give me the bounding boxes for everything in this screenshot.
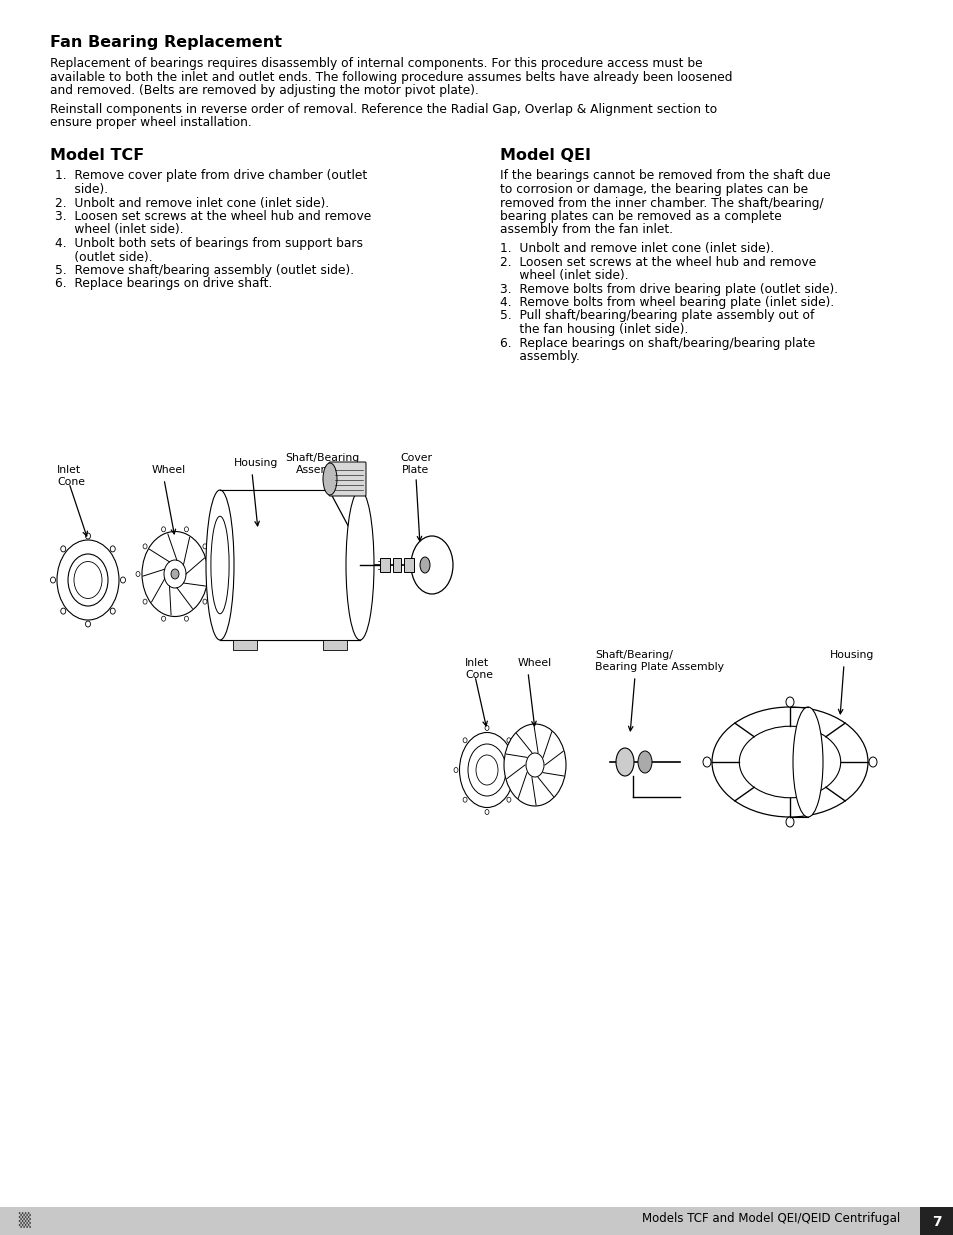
Text: Fan Bearing Replacement: Fan Bearing Replacement — [50, 35, 282, 49]
Text: 7: 7 — [931, 1215, 941, 1229]
Ellipse shape — [503, 724, 565, 806]
Ellipse shape — [111, 608, 115, 614]
Text: Model QEI: Model QEI — [499, 147, 590, 163]
Ellipse shape — [51, 577, 55, 583]
Text: available to both the inlet and outlet ends. The following procedure assumes bel: available to both the inlet and outlet e… — [50, 70, 732, 84]
Text: Cover
Plate: Cover Plate — [399, 453, 432, 474]
Ellipse shape — [506, 798, 511, 803]
Text: Model TCF: Model TCF — [50, 147, 144, 163]
Text: 3.  Loosen set screws at the wheel hub and remove: 3. Loosen set screws at the wheel hub an… — [55, 210, 371, 224]
Bar — [379, 558, 390, 572]
Bar — [403, 558, 414, 572]
Ellipse shape — [203, 543, 207, 548]
Ellipse shape — [203, 599, 207, 604]
Ellipse shape — [411, 536, 453, 594]
Ellipse shape — [454, 767, 457, 773]
Text: to corrosion or damage, the bearing plates can be: to corrosion or damage, the bearing plat… — [499, 183, 807, 196]
Text: assembly from the fan inlet.: assembly from the fan inlet. — [499, 224, 673, 236]
Text: removed from the inner chamber. The shaft/bearing/: removed from the inner chamber. The shaf… — [499, 196, 822, 210]
Ellipse shape — [638, 751, 651, 773]
Text: wheel (inlet side).: wheel (inlet side). — [499, 269, 628, 282]
Ellipse shape — [346, 490, 374, 640]
Ellipse shape — [739, 726, 840, 798]
Ellipse shape — [171, 569, 179, 579]
Ellipse shape — [323, 463, 336, 495]
Ellipse shape — [702, 757, 710, 767]
Ellipse shape — [61, 608, 66, 614]
Ellipse shape — [143, 543, 147, 548]
Ellipse shape — [785, 818, 793, 827]
FancyBboxPatch shape — [329, 462, 366, 496]
Text: Reinstall components in reverse order of removal. Reference the Radial Gap, Over: Reinstall components in reverse order of… — [50, 103, 717, 116]
Text: (outlet side).: (outlet side). — [55, 251, 152, 263]
Text: Shaft/Bearing
Assembly: Shaft/Bearing Assembly — [285, 453, 358, 474]
Text: 5.  Pull shaft/bearing/bearing plate assembly out of: 5. Pull shaft/bearing/bearing plate asse… — [499, 310, 814, 322]
Ellipse shape — [516, 767, 519, 773]
Ellipse shape — [616, 748, 634, 776]
Text: assembly.: assembly. — [499, 350, 579, 363]
FancyBboxPatch shape — [919, 1207, 953, 1235]
Text: 2.  Unbolt and remove inlet cone (inlet side).: 2. Unbolt and remove inlet cone (inlet s… — [55, 196, 329, 210]
Ellipse shape — [184, 616, 189, 621]
Ellipse shape — [142, 531, 208, 616]
Ellipse shape — [211, 516, 229, 614]
Text: the fan housing (inlet side).: the fan housing (inlet side). — [499, 324, 688, 336]
Text: 2.  Loosen set screws at the wheel hub and remove: 2. Loosen set screws at the wheel hub an… — [499, 256, 816, 268]
Ellipse shape — [184, 527, 189, 532]
Text: wheel (inlet side).: wheel (inlet side). — [55, 224, 183, 236]
Text: Models TCF and Model QEI/QEID Centrifugal: Models TCF and Model QEI/QEID Centrifuga… — [641, 1212, 899, 1225]
Ellipse shape — [868, 757, 876, 767]
Text: ensure proper wheel installation.: ensure proper wheel installation. — [50, 116, 252, 128]
Ellipse shape — [419, 557, 430, 573]
Bar — [220, 490, 359, 640]
Text: Housing: Housing — [829, 650, 874, 659]
Ellipse shape — [210, 572, 213, 577]
Ellipse shape — [143, 599, 147, 604]
Bar — [393, 558, 400, 572]
Text: 1.  Unbolt and remove inlet cone (inlet side).: 1. Unbolt and remove inlet cone (inlet s… — [499, 242, 774, 254]
Ellipse shape — [86, 621, 91, 627]
Text: If the bearings cannot be removed from the shaft due: If the bearings cannot be removed from t… — [499, 169, 830, 183]
Ellipse shape — [484, 725, 489, 730]
Ellipse shape — [506, 737, 511, 742]
Text: side).: side). — [55, 183, 108, 196]
Ellipse shape — [120, 577, 126, 583]
Ellipse shape — [161, 527, 166, 532]
Text: 6.  Replace bearings on shaft/bearing/bearing plate: 6. Replace bearings on shaft/bearing/bea… — [499, 336, 815, 350]
Text: Replacement of bearings requires disassembly of internal components. For this pr: Replacement of bearings requires disasse… — [50, 57, 702, 70]
Ellipse shape — [785, 697, 793, 706]
Ellipse shape — [525, 753, 543, 777]
Ellipse shape — [61, 546, 66, 552]
Ellipse shape — [136, 572, 140, 577]
Bar — [0, 1207, 953, 1235]
Text: Inlet
Cone: Inlet Cone — [464, 658, 493, 679]
Text: 4.  Remove bolts from wheel bearing plate (inlet side).: 4. Remove bolts from wheel bearing plate… — [499, 296, 833, 309]
Ellipse shape — [462, 798, 467, 803]
Text: bearing plates can be removed as a complete: bearing plates can be removed as a compl… — [499, 210, 781, 224]
Text: 5.  Remove shaft/bearing assembly (outlet side).: 5. Remove shaft/bearing assembly (outlet… — [55, 264, 354, 277]
Text: Shaft/Bearing/
Bearing Plate Assembly: Shaft/Bearing/ Bearing Plate Assembly — [595, 650, 723, 672]
Ellipse shape — [164, 559, 186, 588]
Text: Wheel: Wheel — [152, 466, 186, 475]
Text: 4.  Unbolt both sets of bearings from support bars: 4. Unbolt both sets of bearings from sup… — [55, 237, 363, 249]
Ellipse shape — [792, 706, 822, 818]
Text: 1.  Remove cover plate from drive chamber (outlet: 1. Remove cover plate from drive chamber… — [55, 169, 367, 183]
Text: ▒: ▒ — [18, 1212, 30, 1228]
Text: Inlet
Cone: Inlet Cone — [57, 466, 85, 487]
Ellipse shape — [484, 809, 489, 815]
Ellipse shape — [86, 534, 91, 538]
Text: 3.  Remove bolts from drive bearing plate (outlet side).: 3. Remove bolts from drive bearing plate… — [499, 283, 838, 295]
Bar — [323, 640, 347, 650]
Text: Housing: Housing — [233, 458, 278, 468]
Bar — [233, 640, 256, 650]
Ellipse shape — [462, 737, 467, 742]
Ellipse shape — [206, 490, 233, 640]
Text: Wheel: Wheel — [517, 658, 552, 668]
Text: 6.  Replace bearings on drive shaft.: 6. Replace bearings on drive shaft. — [55, 278, 273, 290]
Ellipse shape — [111, 546, 115, 552]
Ellipse shape — [161, 616, 166, 621]
Text: and removed. (Belts are removed by adjusting the motor pivot plate).: and removed. (Belts are removed by adjus… — [50, 84, 478, 98]
